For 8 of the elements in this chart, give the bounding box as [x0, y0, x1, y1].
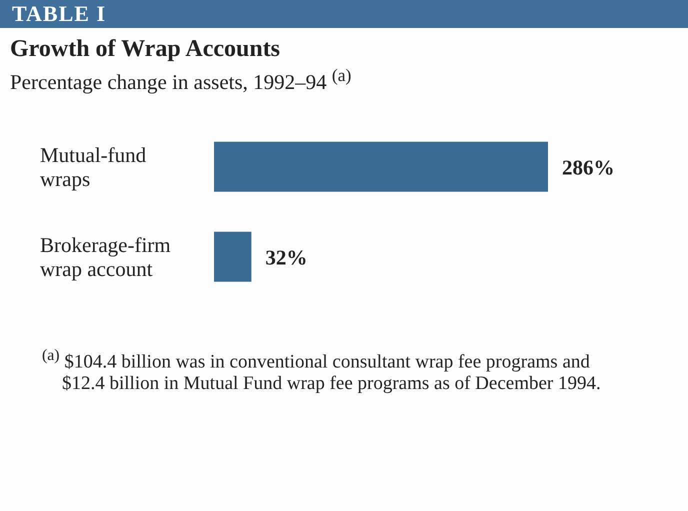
text: TABLE I — [0, 0, 688, 28]
chart-title: Growth of Wrap Accounts — [10, 36, 282, 63]
chart-subtitle: Percentage change in assets, 1992–94 $^{(a)}$ — [10, 65, 352, 95]
y-tick-label: Mutual-fund wraps — [40, 143, 147, 191]
text: $^{(a)}$ $104.4 billion was in conventional consultant wrap fee programs and $12.4 billion in Mutual Fund wrap fee programs as of December 1994. — [42, 346, 602, 396]
data-label: 286% — [562, 155, 614, 180]
data-label: 32% — [265, 245, 308, 270]
y-tick-label: Brokerage-firm wrap account — [40, 233, 171, 281]
